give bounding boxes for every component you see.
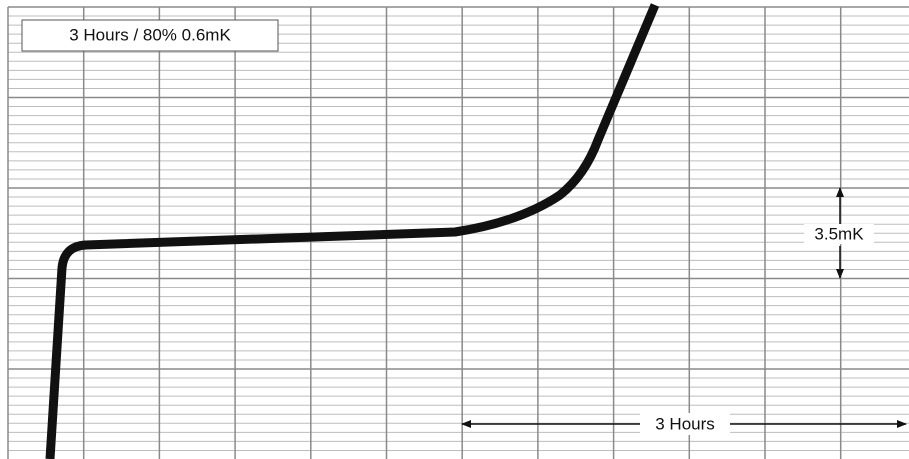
label-bg (640, 413, 730, 435)
horizontal-span-label: 3 Hours (655, 414, 715, 433)
vertical-span-label: 3.5mK (814, 224, 864, 243)
temperature-curve (45, 3, 660, 459)
label-bg (804, 224, 874, 244)
legend-box (21, 19, 279, 52)
legend-text: 3 Hours / 80% 0.6mK (69, 25, 231, 44)
